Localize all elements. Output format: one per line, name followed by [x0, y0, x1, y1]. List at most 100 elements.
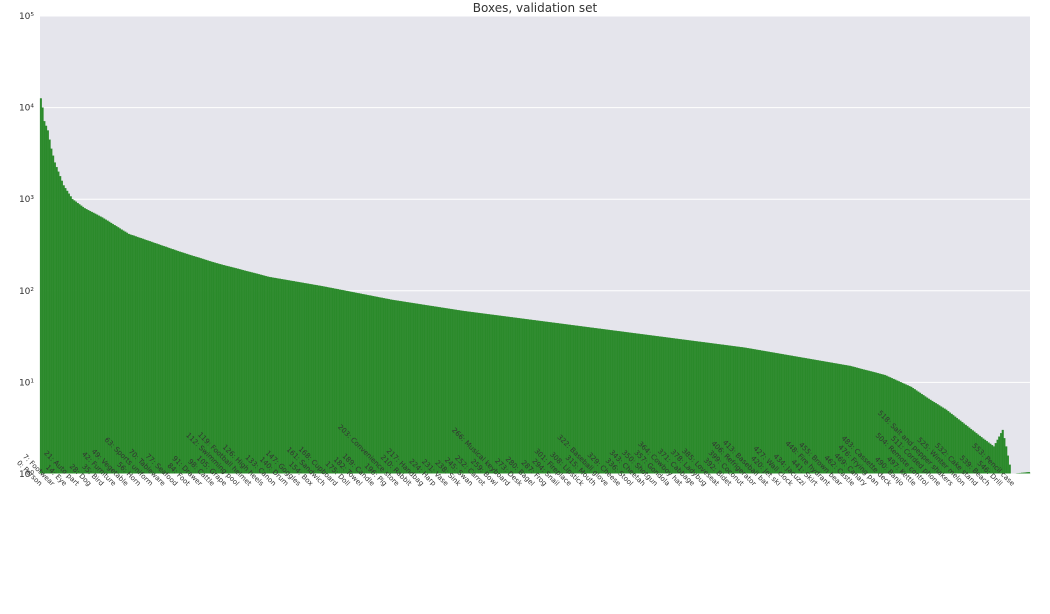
bar [367, 295, 369, 474]
bar [82, 207, 84, 474]
bar [448, 309, 450, 474]
bar [179, 252, 181, 474]
bar [599, 329, 601, 474]
bar [276, 278, 278, 474]
bar [411, 303, 413, 474]
bar [61, 181, 63, 474]
bar [172, 249, 174, 474]
bar [409, 303, 411, 474]
bar [216, 263, 218, 474]
bar [230, 267, 232, 474]
bar [255, 273, 257, 474]
y-tick-label: 10¹ [19, 378, 34, 388]
bar [219, 264, 221, 474]
bar [124, 232, 126, 474]
bar [146, 240, 148, 474]
bar [281, 279, 283, 474]
bar [432, 306, 434, 474]
bar [244, 271, 246, 474]
bar [147, 241, 149, 474]
bar [747, 348, 749, 474]
bar [68, 194, 70, 474]
bar [462, 311, 464, 474]
bar [149, 241, 151, 474]
bar [603, 329, 605, 474]
bar [174, 250, 176, 474]
bar [177, 251, 179, 474]
bar [494, 315, 496, 474]
bar [506, 317, 508, 474]
bar [770, 352, 772, 474]
bar [267, 277, 269, 474]
bar [66, 191, 68, 474]
bar [696, 341, 698, 474]
bar [314, 285, 316, 474]
bar [427, 305, 429, 474]
bar [233, 268, 235, 474]
bar [430, 306, 432, 474]
bar [350, 292, 352, 474]
bar [511, 317, 513, 474]
bar [263, 276, 265, 474]
bar [335, 289, 337, 474]
bar [582, 327, 584, 474]
bar [705, 343, 707, 474]
bar [73, 201, 75, 474]
bar [91, 212, 93, 474]
bar [545, 322, 547, 474]
bar [95, 214, 97, 474]
bar [745, 348, 747, 474]
bar [441, 308, 443, 474]
bar [277, 279, 279, 474]
bar [587, 327, 589, 474]
bar [158, 244, 160, 474]
bar [316, 285, 318, 474]
bar [583, 327, 585, 474]
bar [88, 210, 90, 474]
bar [321, 286, 323, 474]
bar [518, 318, 520, 474]
bar [304, 283, 306, 474]
bar [248, 272, 250, 474]
bar [564, 324, 566, 474]
bar [694, 341, 696, 474]
bar [1005, 447, 1007, 474]
bar [510, 317, 512, 474]
bar [457, 310, 459, 474]
bar [346, 291, 348, 474]
bar [284, 280, 286, 474]
bar [100, 217, 102, 474]
bar [406, 302, 408, 474]
bar [330, 288, 332, 474]
bar [791, 356, 793, 474]
bar [459, 310, 461, 474]
bar [251, 272, 253, 474]
bar [453, 310, 455, 474]
bar [605, 330, 607, 475]
bar [156, 244, 158, 474]
bar [348, 291, 350, 474]
bar [466, 311, 468, 474]
bar [557, 323, 559, 474]
bar [63, 185, 65, 474]
bar [420, 304, 422, 474]
bar [402, 302, 404, 474]
bar [527, 319, 529, 474]
bar [293, 281, 295, 474]
y-tick-label: 10⁵ [19, 12, 34, 22]
bar [117, 227, 119, 474]
bar [262, 275, 264, 474]
bar [306, 283, 308, 474]
bar [450, 309, 452, 474]
bar [381, 298, 383, 474]
bar [258, 274, 260, 474]
bar [701, 342, 703, 474]
bar [548, 322, 550, 474]
bar [501, 316, 503, 474]
bar [374, 297, 376, 474]
bar [408, 302, 410, 474]
bar [42, 108, 44, 474]
bar [181, 252, 183, 474]
bar [114, 225, 116, 474]
bar [105, 220, 107, 474]
